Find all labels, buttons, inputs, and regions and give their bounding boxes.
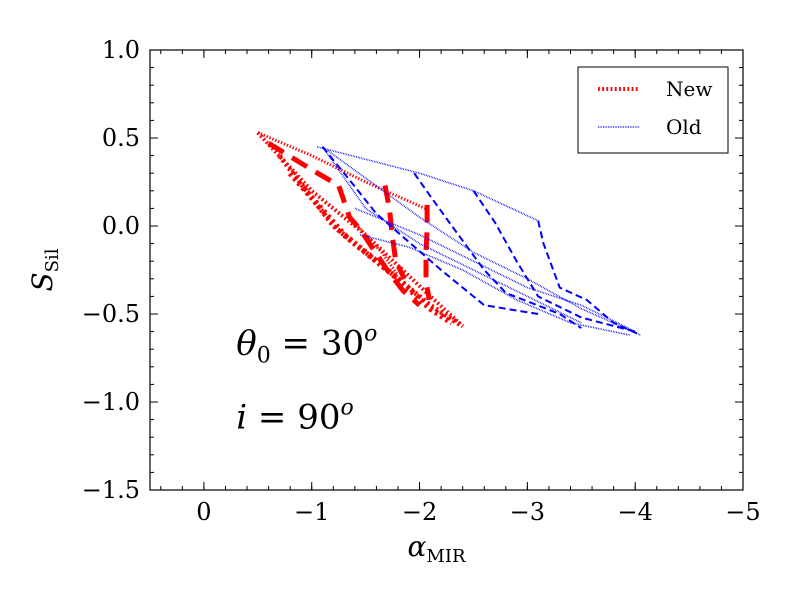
y-tick-label: −1.0	[82, 388, 140, 416]
x-tick-label: −5	[725, 498, 760, 526]
y-tick-label: 0.5	[102, 124, 140, 152]
legend: New Old	[577, 66, 729, 154]
series-old-line-11	[360, 234, 630, 336]
annotations: θ0 = 30o i = 90o	[236, 321, 377, 437]
series-new-line-1	[256, 131, 465, 328]
series-old-line-15	[472, 190, 636, 333]
labels-layer: 0 −1 −2 −3 −4 −5 1.0 0.5 0.0 −0.5 −1.0 −1.5 αMIR SSil	[26, 36, 761, 567]
x-tick-label: 0	[196, 498, 211, 526]
y-tick-label: 1.0	[102, 36, 140, 64]
y-tick-label: −1.5	[82, 476, 140, 504]
series-old-line-12	[321, 146, 582, 324]
y-tick-label: 0.0	[102, 212, 140, 240]
series-old-line-13	[321, 146, 539, 315]
series-new-line-6	[382, 185, 407, 280]
x-tick-label: −4	[617, 498, 652, 526]
series-new-line-5	[267, 141, 422, 308]
legend-label-old: Old	[666, 115, 702, 139]
series-layer	[256, 131, 642, 337]
ticks-layer	[150, 49, 744, 491]
legend-label-new: New	[666, 77, 712, 101]
annotation-1: i = 90o	[236, 395, 354, 437]
plot-frame	[149, 49, 744, 491]
legend-box	[577, 66, 729, 154]
y-tick-label: −0.5	[82, 300, 140, 328]
series-new-line-3	[287, 171, 454, 326]
x-tick-label: −2	[402, 498, 437, 526]
y-axis-label: SSil	[26, 248, 63, 291]
x-axis-label: αMIR	[407, 530, 465, 567]
x-tick-label: −3	[510, 498, 545, 526]
series-new-line-7	[423, 204, 432, 301]
series-new-line-4	[348, 216, 400, 277]
series-old-line-10	[354, 207, 636, 333]
series-old-line-14	[413, 172, 582, 329]
annotation-0: θ0 = 30o	[236, 321, 377, 368]
x-tick-label: −1	[294, 498, 329, 526]
